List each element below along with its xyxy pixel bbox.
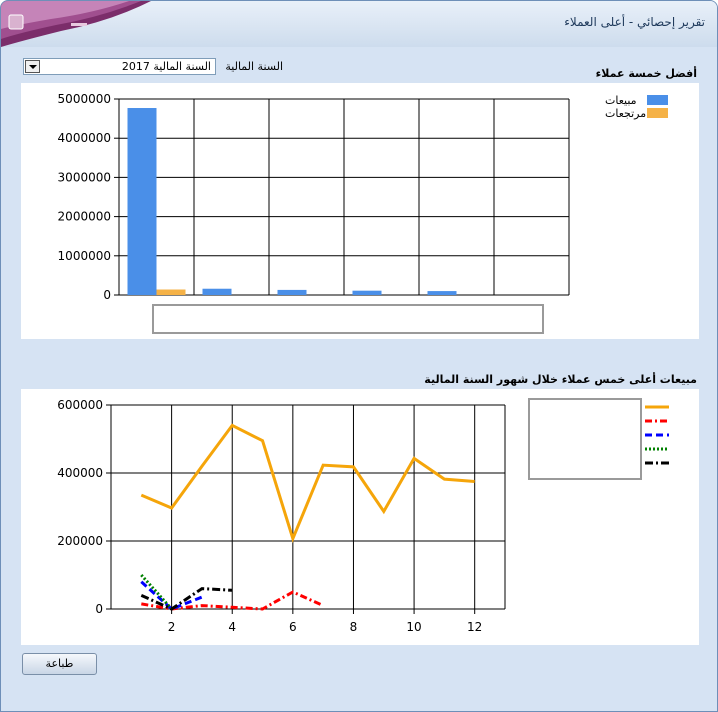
bar-y-tick-label: 0: [103, 288, 111, 302]
chevron-down-icon[interactable]: [25, 60, 40, 73]
fiscal-year-dropdown[interactable]: السنة المالية 2017: [23, 58, 216, 75]
fiscal-year-label: السنة المالية: [225, 60, 283, 73]
line-y-tick-label: 200000: [57, 534, 103, 548]
line-series-1: [140, 423, 475, 544]
print-button[interactable]: طباعة: [22, 653, 97, 675]
line-series-5: [140, 587, 233, 611]
line-legend-box: [528, 398, 642, 480]
bar-y-tick-label: 3000000: [58, 170, 111, 184]
fiscal-year-selected: السنة المالية 2017: [121, 60, 211, 73]
monthly-sales-panel: 0 200000 400000 600000 2 4 6 8 10 12: [21, 389, 699, 645]
line-x-tick-label: 6: [289, 620, 297, 634]
line-y-tick-label: 400000: [57, 466, 103, 480]
bar-sales: [427, 291, 457, 295]
title-bar: تقرير إحصائي - أعلى العملاء: [1, 1, 717, 47]
line-y-tick-label: 0: [95, 602, 103, 616]
bar-legend-label: مبيعات: [605, 94, 637, 107]
title-bar-decoration: [1, 1, 151, 47]
content-area: السنة المالية 2017 السنة المالية أفضل خم…: [3, 47, 715, 709]
top-customers-bar-chart: 0 1000000 2000000 3000000 4000000 5000000 مبيع…: [58, 92, 668, 334]
monthly-sales-line-chart: 0 200000 400000 600000 2 4 6 8 10 12: [57, 398, 669, 634]
bar-sales: [127, 108, 157, 296]
bar-legend-swatch: [647, 95, 668, 105]
line-series-3: [140, 580, 203, 611]
bar-returns: [156, 289, 186, 295]
bar-legend-label: مرتجعات: [605, 107, 646, 120]
bar-info-box: [152, 304, 544, 334]
line-x-tick-label: 4: [228, 620, 236, 634]
line-x-tick-label: 8: [350, 620, 358, 634]
top-customers-title: أفضل خمسة عملاء: [595, 67, 697, 80]
bar-sales: [277, 289, 307, 295]
monthly-sales-title: مبيعات أعلى خمس عملاء خلال شهور السنة ال…: [424, 373, 697, 386]
bar-y-tick-label: 1000000: [58, 249, 111, 263]
bar-y-tick-label: 4000000: [58, 131, 111, 145]
bar-legend-swatch: [647, 108, 668, 118]
bar-y-tick-label: 5000000: [58, 92, 111, 106]
line-x-tick-label: 12: [467, 620, 482, 634]
top-customers-panel: 0 1000000 2000000 3000000 4000000 5000000 مبيع…: [21, 83, 699, 339]
bar-y-tick-label: 2000000: [58, 210, 111, 224]
line-y-tick-label: 600000: [57, 398, 103, 412]
bar-sales: [202, 288, 232, 295]
line-x-tick-label: 10: [406, 620, 421, 634]
window-title: تقرير إحصائي - أعلى العملاء: [564, 15, 705, 29]
line-x-tick-label: 2: [168, 620, 176, 634]
bar-sales: [352, 290, 382, 295]
line-series-4: [140, 574, 173, 610]
